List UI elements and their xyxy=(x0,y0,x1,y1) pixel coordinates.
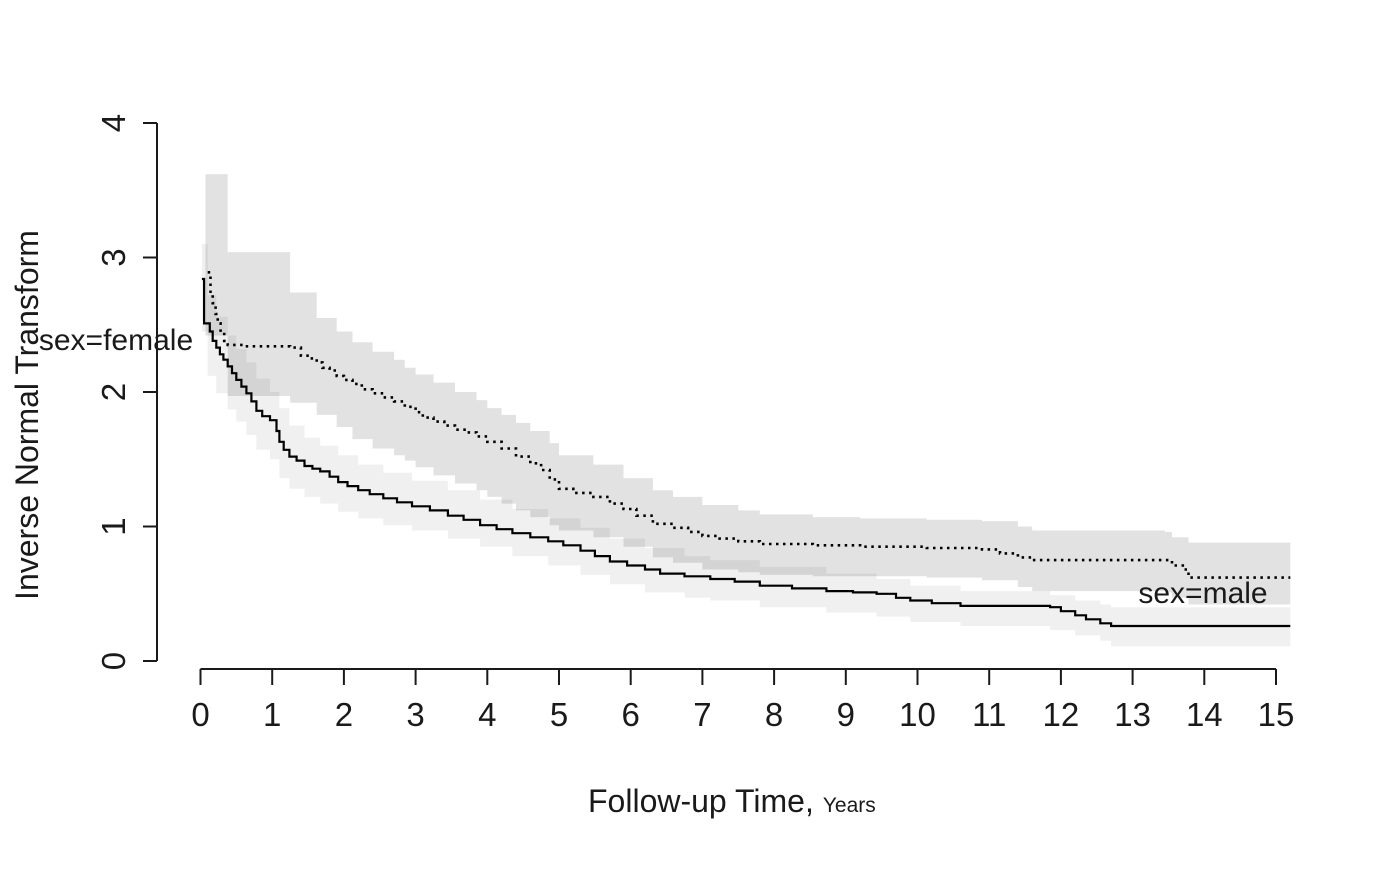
y-tick-label: 2 xyxy=(95,383,132,401)
x-tick-label: 6 xyxy=(622,696,640,733)
x-tick-label: 8 xyxy=(765,696,783,733)
male-confidence-band xyxy=(201,244,1291,647)
x-tick-label: 11 xyxy=(972,696,1006,733)
x-tick-label: 10 xyxy=(899,696,936,733)
x-tick-label: 7 xyxy=(693,696,711,733)
x-tick-label: 0 xyxy=(191,696,209,733)
x-tick-label: 15 xyxy=(1258,696,1295,733)
x-tick-label: 1 xyxy=(263,696,281,733)
x-tick-labels: 0 1 2 3 4 5 6 7 8 9 10 11 12 13 14 15 xyxy=(191,696,1294,733)
x-tick-label: 4 xyxy=(478,696,496,733)
male-survival-curve xyxy=(201,277,1291,628)
x-tick-label: 5 xyxy=(550,696,568,733)
y-tick-label: 3 xyxy=(95,248,132,266)
curves-layer xyxy=(201,271,1291,628)
confidence-bands-layer xyxy=(201,174,1291,647)
female-curve-label: sex=female xyxy=(39,324,193,357)
y-axis-title: Inverse Normal Transform xyxy=(9,230,45,600)
x-tick-label: 13 xyxy=(1114,696,1151,733)
male-curve-label: sex=male xyxy=(1138,577,1267,610)
y-tick-labels: 0 1 2 3 4 xyxy=(95,114,132,670)
female-confidence-band xyxy=(205,174,1291,605)
y-tick-label: 4 xyxy=(95,114,132,132)
x-axis-title-unit: Years xyxy=(823,794,876,817)
y-tick-label: 0 xyxy=(95,652,132,670)
axes-layer xyxy=(143,122,1277,685)
x-tick-label: 12 xyxy=(1043,696,1080,733)
y-tick-label: 1 xyxy=(95,517,132,535)
x-tick-label: 2 xyxy=(335,696,353,733)
x-tick-label: 3 xyxy=(406,696,424,733)
x-axis-title: Follow-up Time, Years xyxy=(588,783,876,819)
x-tick-label: 9 xyxy=(837,696,855,733)
x-axis-title-main: Follow-up Time, xyxy=(588,783,814,819)
x-tick-label: 14 xyxy=(1186,696,1223,733)
